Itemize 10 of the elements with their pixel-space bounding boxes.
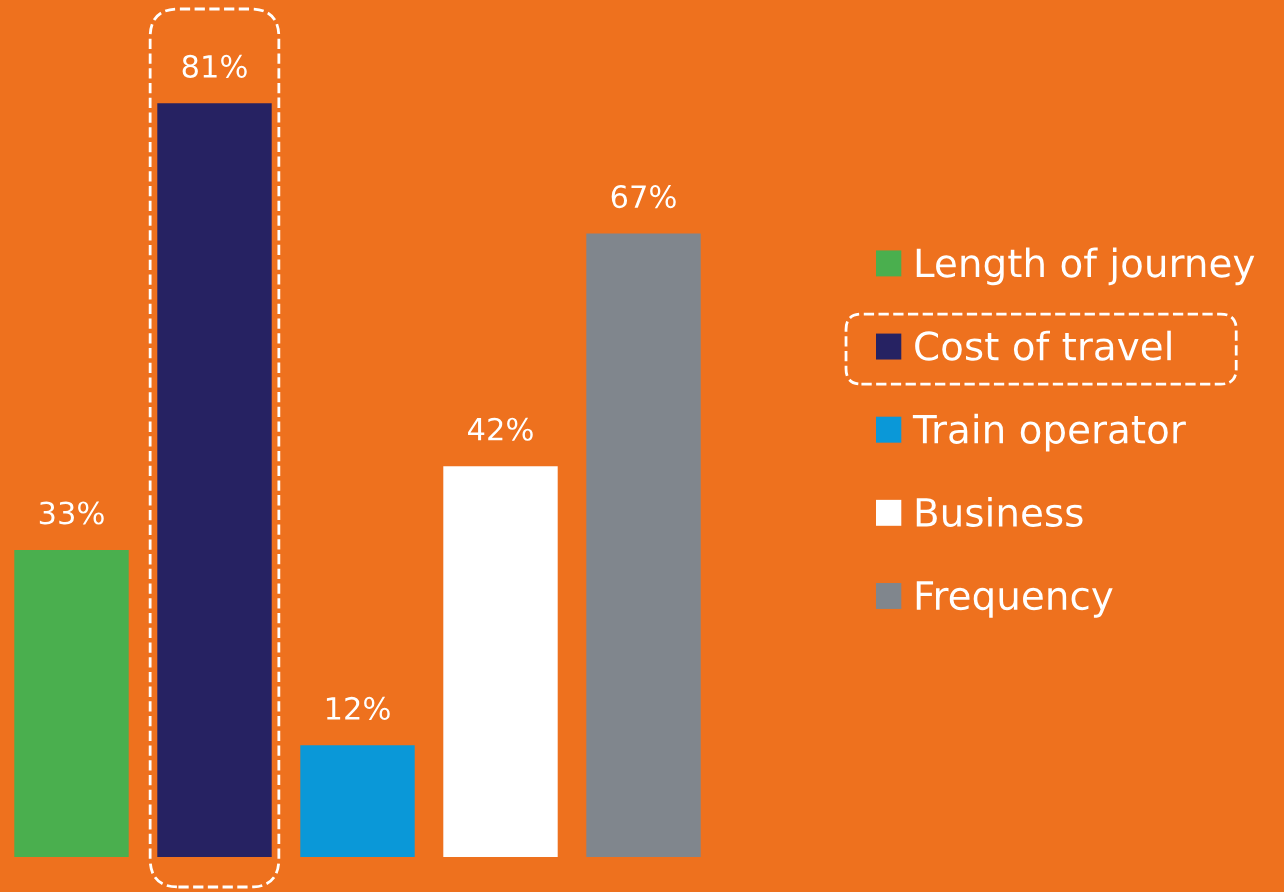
data-label: 33%	[39, 501, 104, 525]
legend-label: Business	[916, 496, 1083, 528]
legend-label: Train operator	[912, 413, 1186, 452]
data-label: 12%	[326, 696, 390, 720]
legend-label: Cost of travel	[915, 330, 1171, 361]
data-label: 42%	[468, 417, 533, 441]
legend-label: Frequency	[916, 581, 1113, 618]
legend-label: Length of journey	[916, 247, 1255, 286]
data-label: 67%	[611, 185, 676, 209]
data-label: 81%	[182, 54, 247, 78]
